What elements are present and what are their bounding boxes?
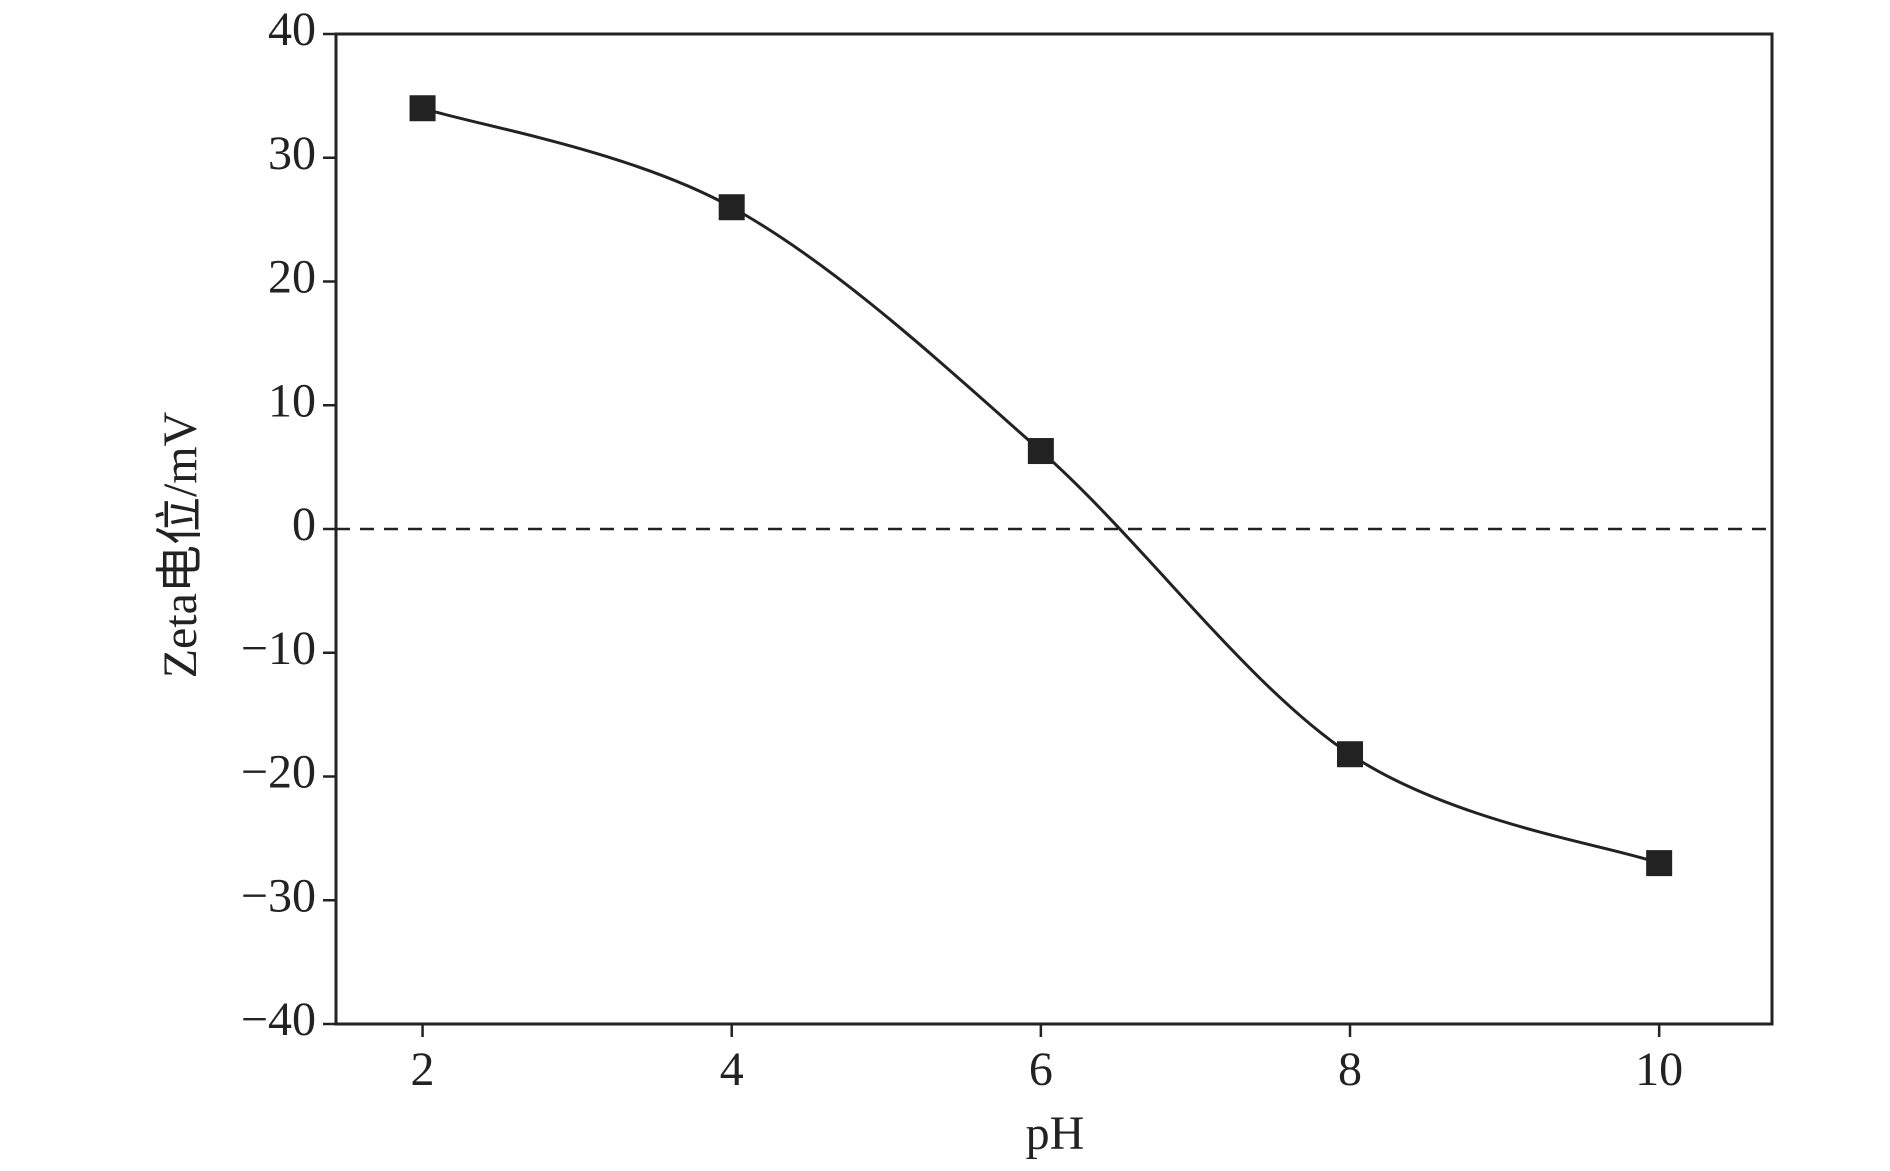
plot-frame (334, 32, 1774, 1026)
x-tick-label: 2 (411, 1043, 435, 1096)
y-tick-label: 10 (268, 374, 316, 427)
x-tick-label: 10 (1635, 1043, 1683, 1096)
y-tick-label: −10 (241, 622, 316, 675)
marker (409, 95, 436, 122)
x-tick-label: 4 (720, 1043, 744, 1096)
y-axis-label: Zeta电位/mV (154, 411, 207, 678)
y-tick-label: 30 (268, 127, 316, 180)
x-tick-label: 8 (1338, 1043, 1362, 1096)
y-tick-label: −40 (241, 993, 316, 1046)
marker (1027, 438, 1054, 465)
y-tick-label: −20 (241, 746, 316, 799)
y-tick-label: 40 (268, 3, 316, 56)
x-axis-label: pH (1026, 1107, 1085, 1160)
y-tick-label: 0 (292, 498, 316, 551)
y-tick-label: 20 (268, 251, 316, 304)
y-tick-label: −30 (241, 869, 316, 922)
marker (718, 194, 745, 221)
marker (1646, 850, 1673, 877)
x-tick-label: 6 (1029, 1043, 1053, 1096)
marker (1337, 741, 1364, 768)
series-line (422, 106, 1660, 865)
